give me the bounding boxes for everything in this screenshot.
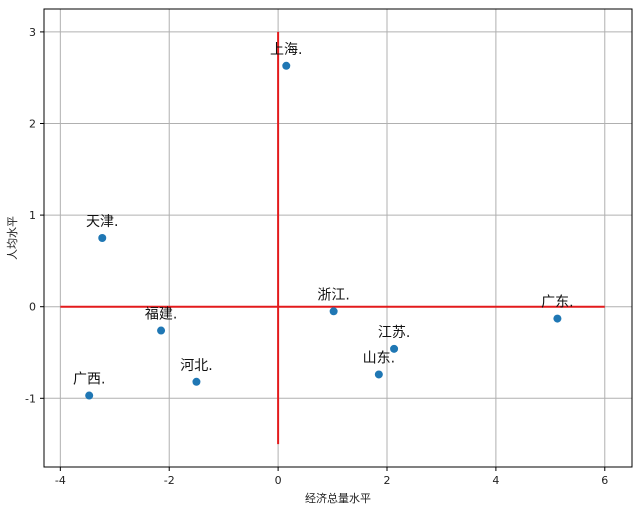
point-label: 河北. [180, 358, 212, 374]
tick-labels: -4 -2 0 2 4 6 -1 0 1 2 3 [25, 26, 608, 487]
data-point [329, 307, 338, 316]
data-point [157, 326, 166, 335]
point-label: 山东. [363, 350, 395, 366]
y-tick-label: -1 [25, 392, 36, 405]
data-point [85, 391, 94, 400]
y-tick-label: 0 [29, 301, 36, 314]
point-label: 福建. [145, 307, 177, 323]
data-point [192, 377, 201, 386]
y-tick-label: 1 [29, 209, 36, 222]
point-label: 广西. [73, 372, 105, 388]
y-axis-title: 人均水平 [6, 216, 19, 260]
data-point [98, 234, 107, 242]
point-label: 广东. [541, 295, 573, 311]
point-label: 江苏. [378, 325, 410, 341]
x-axis-title: 经济总量水平 [305, 491, 371, 505]
x-tick-label: -4 [55, 474, 66, 487]
data-point [553, 314, 562, 323]
data-point [282, 61, 291, 70]
point-label: 天津. [86, 214, 118, 230]
plot-frame [43, 8, 633, 468]
data-points: 上海. 天津. 浙江. 广东. 福建. 江苏. 山东. 河北. 广西. [73, 42, 574, 400]
reference-lines [60, 31, 605, 445]
y-tick-label: 3 [29, 26, 36, 39]
x-tick-label: 2 [384, 474, 391, 487]
x-tick-label: 6 [601, 474, 608, 487]
data-point [374, 370, 383, 379]
x-tick-label: 0 [275, 474, 282, 487]
grid [44, 9, 632, 467]
point-label: 浙江. [317, 287, 349, 303]
data-point [390, 344, 399, 353]
x-tick-label: -2 [164, 474, 175, 487]
point-label: 上海. [270, 42, 302, 58]
y-tick-label: 2 [29, 118, 36, 131]
x-tick-label: 4 [492, 474, 499, 487]
